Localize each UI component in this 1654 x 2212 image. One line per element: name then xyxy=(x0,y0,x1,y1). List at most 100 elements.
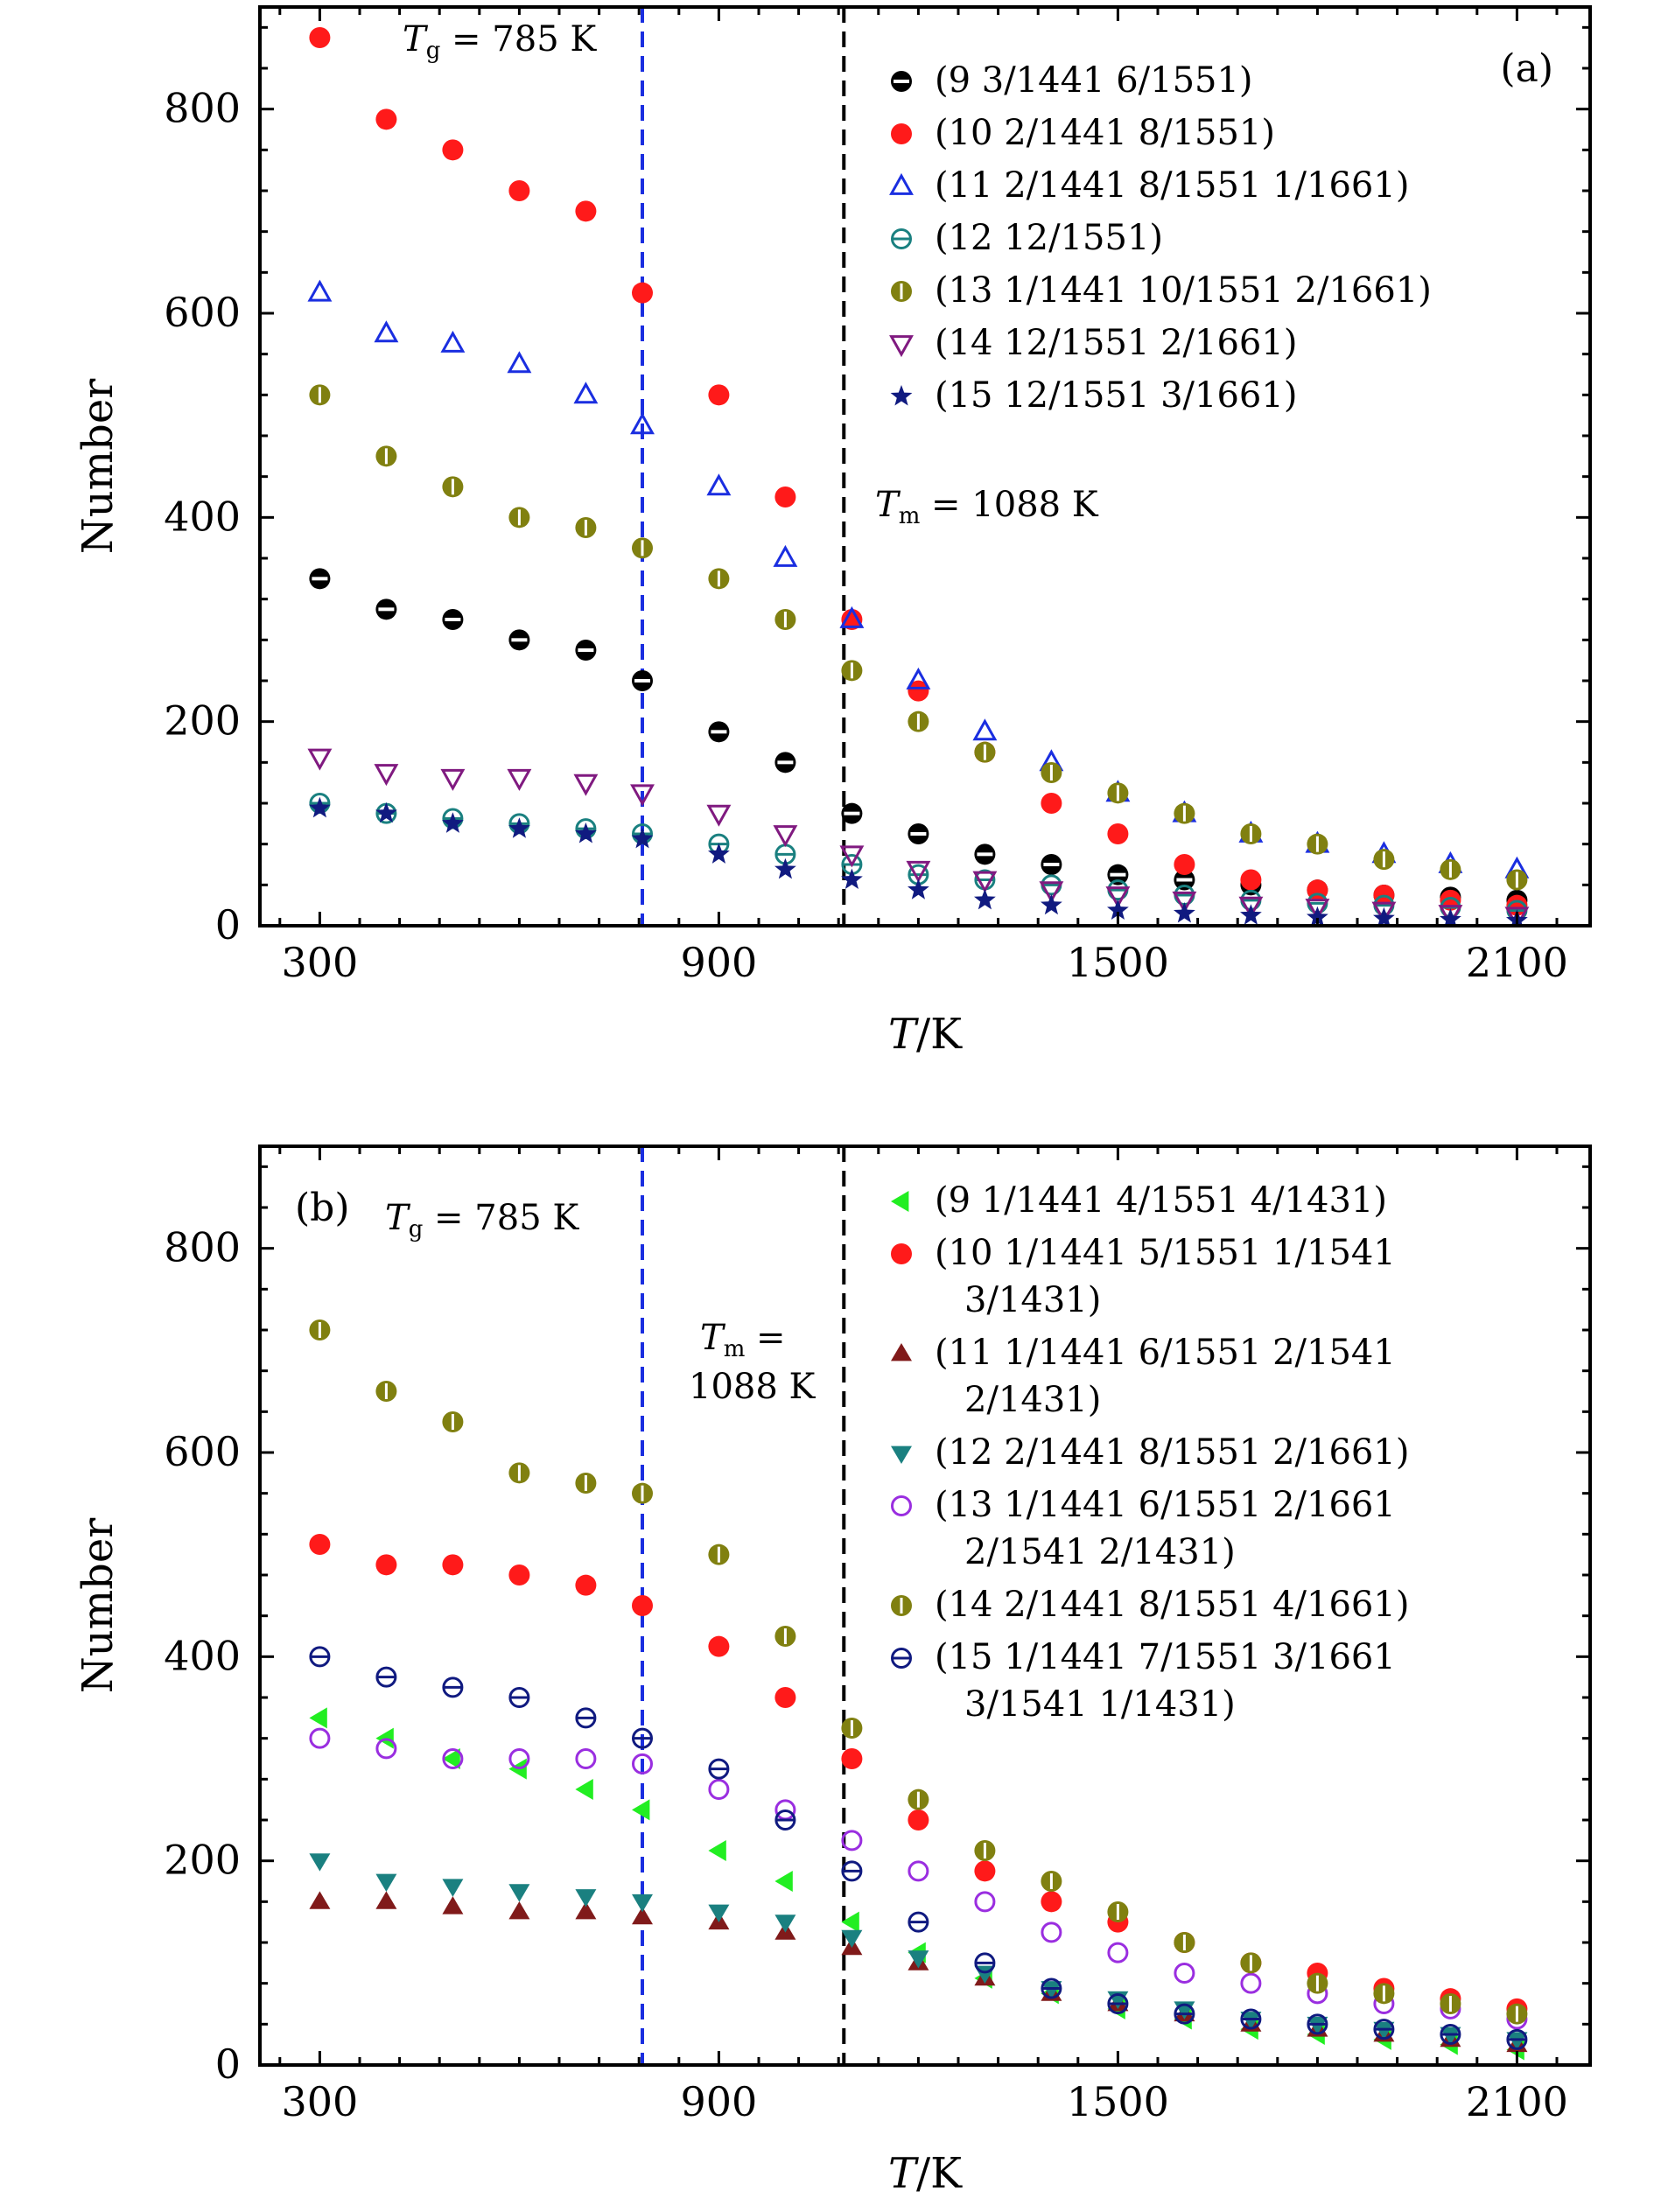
data-point xyxy=(974,1952,996,1974)
tg-label: Tg = 785 K xyxy=(385,1198,579,1242)
legend-marker xyxy=(891,281,912,302)
legend-entry: (11 1/1441 6/1551 2/1541 2/1431) xyxy=(891,1333,1396,1420)
data-point xyxy=(1305,899,1330,921)
data-point xyxy=(1039,881,1064,904)
legend-marker xyxy=(891,123,912,144)
y-tick-label: 200 xyxy=(164,697,241,745)
data-point xyxy=(708,568,730,590)
data-point xyxy=(309,796,331,818)
series-12 xyxy=(309,793,1528,921)
data-point xyxy=(573,382,599,404)
data-point xyxy=(774,752,796,774)
legend-entry: (12 2/1441 8/1551 2/1661) xyxy=(891,1432,1409,1473)
data-point xyxy=(632,282,653,304)
data-point xyxy=(375,1554,397,1576)
data-point xyxy=(841,802,863,824)
data-point xyxy=(906,860,931,883)
data-point xyxy=(774,1871,793,1892)
data-point xyxy=(1440,2024,1461,2045)
data-point xyxy=(442,1554,464,1576)
data-point xyxy=(1307,906,1328,926)
legend-label: (14 2/1441 8/1551 4/1661) xyxy=(935,1585,1409,1625)
data-point xyxy=(1440,858,1461,880)
data-point xyxy=(908,710,929,732)
data-point xyxy=(841,609,863,630)
series-11 xyxy=(309,1891,1528,2053)
data-point xyxy=(1172,891,1197,914)
data-point xyxy=(774,1626,796,1647)
panel-label: (b) xyxy=(295,1186,350,1230)
data-point xyxy=(708,1635,730,1657)
legend-label-cont: 3/1431) xyxy=(964,1280,1101,1320)
data-point xyxy=(575,1901,597,1920)
data-point xyxy=(1041,854,1062,875)
data-point xyxy=(1041,1922,1062,1943)
data-point xyxy=(774,1810,796,1830)
data-point xyxy=(374,764,399,787)
data-point xyxy=(1107,1942,1129,1964)
data-point xyxy=(1373,906,1395,926)
y-tick-label: 0 xyxy=(215,901,241,948)
plot-frame xyxy=(258,1144,1592,2067)
series-10 xyxy=(309,27,1528,916)
data-point xyxy=(974,1840,996,1861)
legend-label: (9 3/1441 6/1551) xyxy=(935,60,1253,101)
series-12 xyxy=(309,1853,1528,2050)
legend-marker xyxy=(889,335,914,358)
legend: (9 3/1441 6/1551) (10 2/1441 8/1551) (11 2… xyxy=(889,60,1432,416)
data-point xyxy=(841,868,863,889)
data-point xyxy=(1307,833,1328,855)
data-point xyxy=(1373,849,1395,871)
data-point xyxy=(841,1748,863,1769)
data-point xyxy=(1240,1972,1262,1994)
data-point xyxy=(440,330,466,353)
series-9 xyxy=(309,568,1528,911)
data-point xyxy=(307,279,333,302)
data-point xyxy=(442,609,464,630)
data-point xyxy=(309,1707,327,1729)
data-point xyxy=(632,670,653,691)
y-tick-label: 0 xyxy=(215,2040,241,2088)
x-axis-title: T/K xyxy=(888,2149,963,2198)
legend-label: (10 1/1441 5/1551 1/1541 xyxy=(935,1233,1396,1273)
data-point xyxy=(508,1884,530,1902)
data-point xyxy=(908,1950,929,1969)
legend-marker xyxy=(891,71,912,92)
series-11 xyxy=(307,279,1530,878)
x-axis-title: T/K xyxy=(888,1010,963,1059)
data-point xyxy=(774,858,796,879)
data-point xyxy=(1041,1871,1062,1892)
data-point xyxy=(974,1860,996,1882)
y-tick-label: 800 xyxy=(164,85,241,132)
data-point xyxy=(708,1779,730,1800)
legend-marker xyxy=(891,1191,909,1212)
series-14 xyxy=(307,748,1530,926)
data-point xyxy=(573,774,599,796)
series-13 xyxy=(309,1727,1528,2030)
legend-marker xyxy=(891,1343,912,1362)
legend-marker xyxy=(889,172,914,195)
data-point xyxy=(575,517,597,538)
data-point xyxy=(841,1830,863,1852)
data-point xyxy=(375,445,397,467)
data-point xyxy=(508,507,530,528)
data-point xyxy=(1174,854,1195,875)
data-point xyxy=(309,27,331,48)
data-point xyxy=(507,351,532,374)
data-point xyxy=(1238,896,1264,919)
series-15 xyxy=(309,796,1528,926)
data-point xyxy=(632,1799,650,1821)
data-point xyxy=(774,609,796,630)
data-point xyxy=(575,1574,597,1596)
data-point xyxy=(972,871,998,893)
legend-label: (9 1/1441 4/1551 4/1431) xyxy=(935,1180,1387,1221)
legend-label: (12 12/1551) xyxy=(935,218,1163,258)
series-9 xyxy=(309,1707,1524,2061)
data-point xyxy=(442,1411,464,1432)
data-point xyxy=(309,1853,331,1872)
data-point xyxy=(375,1666,397,1688)
data-point xyxy=(841,1929,863,1949)
data-point xyxy=(1506,2028,1528,2050)
data-point xyxy=(708,1544,730,1565)
